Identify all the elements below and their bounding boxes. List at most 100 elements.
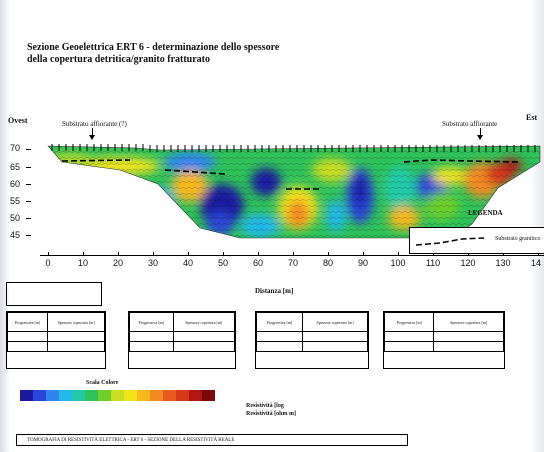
table-header: Spessore copertura [m] <box>302 312 368 332</box>
color-swatch <box>176 390 189 401</box>
resistivity-note-line-1: Resistività [log <box>246 403 284 409</box>
title-line-2: della copertura detritica/granito frattu… <box>27 54 211 65</box>
table-cell <box>6 331 49 342</box>
x-tick-label: 40 <box>182 258 193 268</box>
y-tick <box>26 167 31 168</box>
x-axis-title: Distanza [m] <box>255 287 294 295</box>
title-line-1: Sezione Geoelettrica ERT 6 - determinazi… <box>27 42 280 53</box>
x-tick <box>153 252 154 256</box>
table-header: Progressiva [m] <box>6 312 49 332</box>
color-swatch <box>33 390 46 401</box>
x-tick-label: 30 <box>147 258 158 268</box>
x-tick <box>503 252 504 256</box>
x-tick <box>223 252 224 256</box>
y-tick <box>26 235 31 236</box>
table-cell <box>255 331 304 342</box>
table-cell <box>302 331 368 342</box>
x-tick-label: 60 <box>252 258 263 268</box>
x-tick <box>328 252 329 256</box>
legend-box: Substrato granitico <box>409 227 544 254</box>
x-axis-line <box>40 255 544 256</box>
color-swatch <box>46 390 59 401</box>
y-tick-label: 60 <box>10 179 21 189</box>
table-header: Progressiva [m] <box>255 312 304 332</box>
resistivity-note: Resistività [log Resistività [ohm m] <box>246 402 296 418</box>
thickness-table-1: Progressiva [m] Spessore copertura [m] <box>6 311 106 369</box>
x-tick-label: 0 <box>45 258 51 268</box>
color-swatch <box>111 390 124 401</box>
x-tick-label: 14 <box>530 258 541 268</box>
y-tick <box>26 201 31 202</box>
x-tick <box>538 252 539 256</box>
x-tick-label: 20 <box>112 258 123 268</box>
x-tick <box>258 252 259 256</box>
color-scale-bar <box>20 390 215 401</box>
legend-title: LEGENDA <box>468 209 503 217</box>
x-tick-label: 10 <box>77 258 88 268</box>
x-tick <box>468 252 469 256</box>
x-tick-label: 120 <box>460 258 476 268</box>
y-tick-label: 55 <box>10 196 21 206</box>
thickness-table-3: Progressiva [m] Spessore copertura [m] <box>255 311 369 369</box>
y-tick <box>26 149 31 150</box>
resistivity-note-line-2: Resistività [ohm m] <box>246 411 296 417</box>
color-swatch <box>202 390 215 401</box>
table-cell <box>129 341 174 352</box>
table-cell <box>172 331 236 342</box>
color-scale-title: Scala Colore <box>86 380 119 386</box>
x-tick-label: 110 <box>425 258 441 268</box>
table-cell <box>255 341 304 352</box>
x-tick <box>363 252 364 256</box>
color-swatch <box>137 390 150 401</box>
east-label: Est <box>526 113 538 122</box>
x-tick <box>398 252 399 256</box>
color-swatch <box>85 390 98 401</box>
bedrock-marker-right: Substrato affiorante <box>442 120 498 128</box>
table-cell <box>383 331 435 342</box>
y-tick-label: 70 <box>10 143 21 153</box>
x-tick-label: 100 <box>390 258 406 268</box>
table-cell <box>433 341 504 352</box>
arrow-down-icon <box>89 128 95 140</box>
x-tick <box>433 252 434 256</box>
y-tick-label: 45 <box>10 230 21 240</box>
thickness-table-4: Progressiva [m] Spessore copertura [m] <box>383 311 505 369</box>
x-tick <box>188 252 189 256</box>
dashed-line-icon <box>415 237 485 246</box>
bedrock-line <box>61 159 521 190</box>
table-header: Spessore copertura [m] <box>172 312 236 332</box>
color-swatch <box>124 390 137 401</box>
table-cell <box>302 341 368 352</box>
note-box <box>6 282 102 306</box>
table-cell <box>433 331 504 342</box>
color-swatch <box>163 390 176 401</box>
x-tick-label: 70 <box>287 258 298 268</box>
color-swatch <box>150 390 163 401</box>
x-tick <box>293 252 294 256</box>
color-swatch <box>72 390 85 401</box>
color-swatch <box>189 390 202 401</box>
table-header: Spessore copertura [m] <box>433 312 504 332</box>
table-cell <box>172 341 236 352</box>
x-tick-label: 130 <box>495 258 511 268</box>
arrow-down-icon <box>477 128 483 140</box>
y-tick <box>26 184 31 185</box>
color-swatch <box>98 390 111 401</box>
table-cell <box>47 341 105 352</box>
y-tick <box>26 218 31 219</box>
table-header: Progressiva [m] <box>129 312 174 332</box>
table-header: Spessore copertura [m] <box>47 312 105 332</box>
electrode-markers <box>51 144 536 152</box>
table-header: Progressiva [m] <box>383 312 435 332</box>
x-tick <box>83 252 84 256</box>
table-cell <box>383 341 435 352</box>
y-tick-label: 50 <box>10 213 21 223</box>
table-cell <box>129 331 174 342</box>
table-cell <box>6 341 49 352</box>
x-tick <box>118 252 119 256</box>
table-cell <box>47 331 105 342</box>
footer-caption: TOMOGRAFIA DI RESISTIVITÀ ELETTRICA - ER… <box>16 434 408 446</box>
x-tick-label: 80 <box>322 258 333 268</box>
